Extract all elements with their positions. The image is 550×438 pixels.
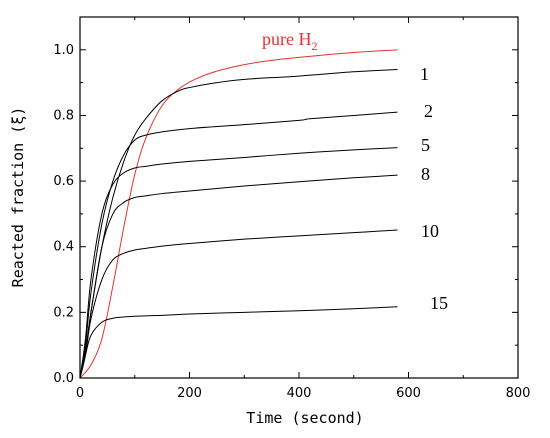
series-label-8: 8 (421, 164, 430, 184)
series-label-pure-h2: pure H2 (262, 29, 317, 53)
series-line-15 (79, 306, 398, 379)
series-line-5 (79, 147, 398, 379)
series-label-5: 5 (421, 135, 430, 155)
series-line-2 (79, 111, 398, 379)
x-tick-label: 600 (396, 386, 421, 401)
series-label-pure-h2-main: pure H (262, 29, 311, 49)
series-label-2: 2 (424, 101, 433, 121)
y-tick-label: 0.4 (53, 240, 74, 255)
series-label-1: 1 (420, 64, 429, 84)
x-tick-label: 0 (76, 386, 84, 401)
plot-frame (79, 16, 519, 379)
y-tick-label: 0.2 (53, 305, 74, 320)
series-curves (79, 49, 398, 379)
series-line-pure-h2 (79, 49, 398, 379)
series-line-8 (79, 174, 398, 379)
y-tick-label: 0.0 (53, 371, 74, 386)
x-tick-label: 800 (506, 386, 531, 401)
y-axis-title: Reacted fraction (ξ) (9, 107, 27, 288)
x-tick-label: 200 (177, 386, 202, 401)
y-tick-label: 0.8 (53, 108, 74, 123)
series-line-10 (79, 229, 398, 379)
y-tick-label: 0.6 (53, 174, 74, 189)
axis-ticks: 0 200 400 600 800 0.0 0.2 0.4 0.6 0.8 1.0 (53, 16, 531, 401)
series-label-15: 15 (430, 293, 448, 313)
series-label-pure-h2-subscript: 2 (311, 39, 317, 53)
x-axis-title: Time (second) (246, 409, 363, 427)
series-label-10: 10 (421, 221, 439, 241)
x-tick-label: 400 (287, 386, 312, 401)
y-tick-label: 1.0 (53, 43, 74, 58)
